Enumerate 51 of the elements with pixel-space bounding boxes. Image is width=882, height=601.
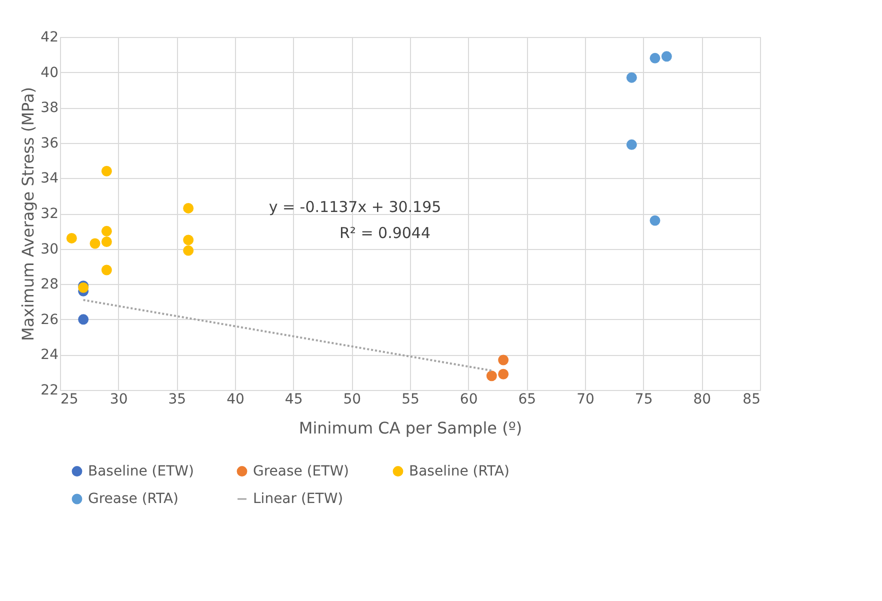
x-tick-label: 25	[60, 392, 78, 408]
y-tick-label: 22	[40, 382, 58, 398]
annotation: R² = 0.9044	[339, 224, 431, 242]
x-tick-label: 85	[742, 392, 760, 408]
point	[183, 245, 194, 256]
y-tick-label: 28	[40, 276, 58, 293]
y-tick-label: 34	[40, 170, 59, 187]
legend-label: Grease (ETW)	[253, 463, 350, 480]
point	[66, 232, 77, 244]
point	[661, 51, 672, 62]
legend-label: Grease (RTA)	[88, 491, 179, 507]
point	[498, 368, 509, 380]
x-tick-label: 55	[402, 392, 420, 408]
x-tick-label: 30	[110, 392, 128, 408]
x-tick-label: 80	[693, 392, 712, 408]
y-tick-label: 40	[40, 64, 58, 81]
point	[183, 202, 194, 214]
y-tick-label: 42	[40, 30, 58, 46]
y-tick-label: 38	[40, 100, 58, 116]
point	[183, 234, 194, 246]
point	[101, 236, 112, 247]
x-tick-label: 40	[226, 392, 244, 408]
point	[650, 215, 660, 226]
y-axis-title: Maximum Average Stress (MPa)	[18, 87, 38, 341]
y-tick-label: 36	[40, 135, 59, 152]
x-tick-label: 75	[634, 392, 653, 408]
legend-label: Baseline (RTA)	[409, 463, 510, 480]
y-tick-label: 24	[40, 347, 59, 364]
x-tick-label: 45	[284, 392, 303, 408]
x-tick-label: 50	[343, 392, 362, 408]
legend-label: Linear (ETW)	[253, 491, 344, 507]
point	[101, 264, 112, 276]
point	[90, 238, 100, 249]
legend-label: Baseline (ETW)	[88, 463, 194, 480]
y-tick-label: 30	[40, 241, 58, 258]
point	[486, 370, 497, 382]
point	[626, 139, 637, 150]
point	[101, 226, 112, 236]
y-tick-label: 26	[40, 312, 59, 328]
point	[650, 52, 660, 64]
x-tick-label: 65	[518, 392, 536, 408]
x-tick-label: 35	[168, 392, 186, 408]
point	[626, 72, 637, 83]
x-tick-label: 70	[576, 392, 594, 408]
annotation: y = -0.1137x + 30.195	[268, 198, 442, 216]
x-tick-label: 60	[460, 392, 478, 408]
point	[498, 354, 509, 366]
point	[101, 166, 112, 176]
y-tick-label: 32	[40, 206, 58, 222]
point	[78, 314, 89, 325]
x-axis-title: Minimum CA per Sample (º)	[298, 418, 522, 438]
